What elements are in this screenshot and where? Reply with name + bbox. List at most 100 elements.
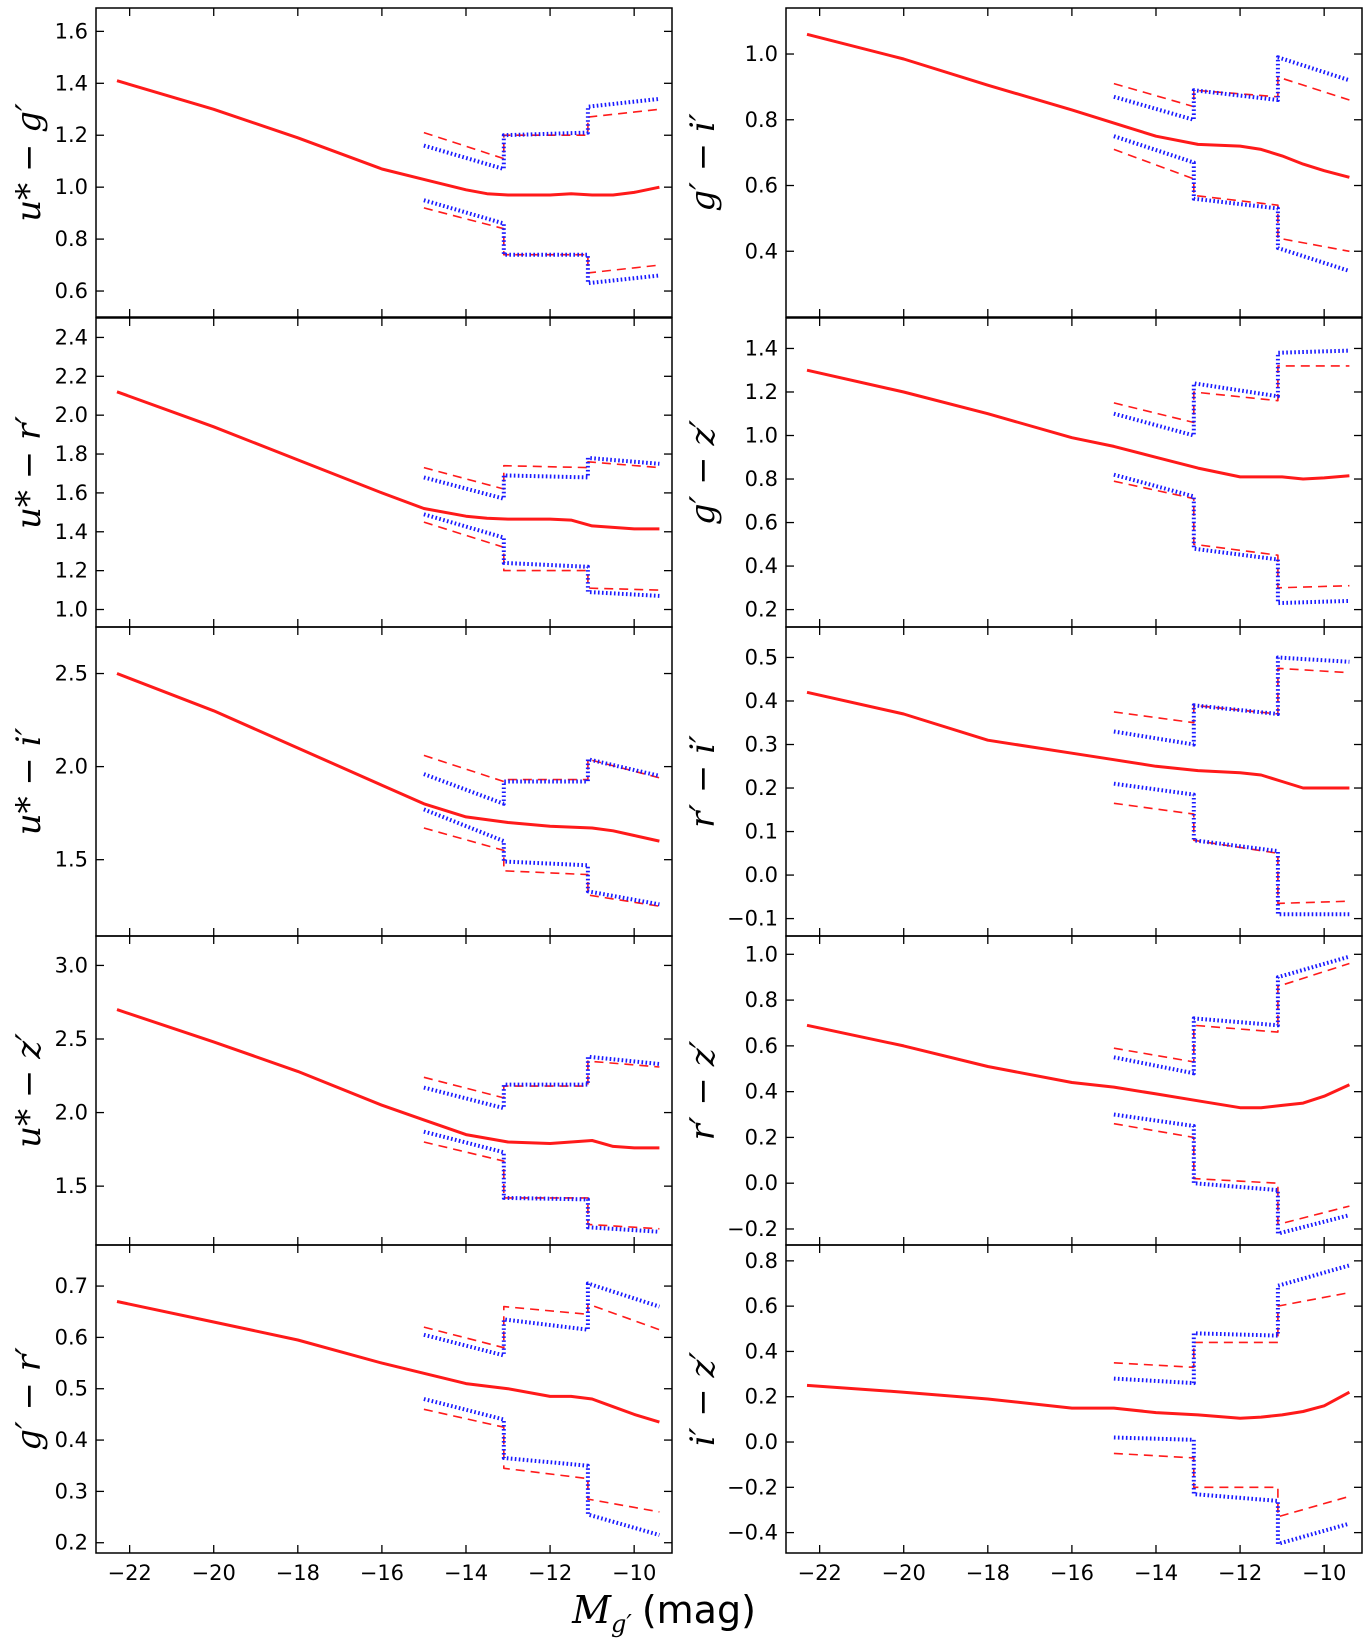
series-group (116, 390, 660, 598)
x-tick-label: −14 (1134, 1561, 1178, 1585)
series-line-dashed-red (423, 1408, 660, 1513)
x-tick-label: −10 (1302, 1561, 1346, 1585)
axes-frame (785, 626, 1363, 937)
x-tick-label: −18 (276, 1561, 320, 1585)
x-tick-label: −16 (1050, 1561, 1094, 1585)
y-axis-label: i′ − z′ (683, 1352, 723, 1447)
series-line-dotted-blue (423, 807, 660, 907)
y-tick-label: 1.4 (55, 520, 88, 544)
series-line-dashed-red (423, 827, 660, 907)
y-tick-label: −0.1 (727, 907, 778, 931)
y-tick-label: 0.8 (745, 1249, 778, 1273)
y-tick-label: 1.8 (55, 442, 88, 466)
series-line-dashed-red (1113, 802, 1350, 905)
x-tick-label: −16 (360, 1561, 404, 1585)
series-line-dashed-red (1113, 667, 1350, 724)
series-line-dashed-red (1113, 1122, 1350, 1226)
panel-1: 0.6 0.8 1.0 1.2 1.4 1.6 u* − g′ (9, 7, 673, 318)
series-line-dashed-red (423, 460, 660, 490)
series-line-dashed-red (423, 1141, 660, 1230)
series-line-dashed-red (423, 108, 660, 160)
panel-9: 0.2 0.3 0.4 0.5 0.6 0.7 −22 −20 −18 −16 −14 −12 −10 g… (9, 1244, 673, 1585)
y-tick-label: 0.2 (745, 1125, 778, 1149)
panel-7: 1.5 2.0 2.5 3.0 u* − z′ (9, 935, 673, 1246)
y-tick-label: 0.5 (745, 645, 778, 669)
y-tick-label: 2.4 (55, 325, 88, 349)
y-tick-label: 1.0 (55, 175, 88, 199)
y-tick-label: 1.0 (745, 942, 778, 966)
series-line-dotted-blue (1113, 954, 1350, 1076)
series-line-dashed-red (1113, 76, 1350, 108)
series-group (806, 954, 1351, 1236)
y-tick-label: 0.2 (745, 598, 778, 622)
series-line-dotted-blue (1113, 55, 1351, 122)
y-axis-label: u* − i′ (9, 727, 49, 835)
panel-4: 0.2 0.4 0.6 0.8 1.0 1.2 1.4 g′ − z′ (683, 317, 1363, 628)
y-tick-label: 0.6 (745, 1294, 778, 1318)
y-axis-label: g′ − i′ (683, 113, 723, 211)
y-tick-label: 0.3 (55, 1479, 88, 1503)
panel-2: 0.4 0.6 0.8 1.0 g′ − i′ (683, 7, 1363, 318)
y-tick-label: 0.0 (745, 1430, 778, 1454)
x-axis-label: Mg′ (mag) (571, 1588, 756, 1638)
y-tick-label: 0.6 (55, 1325, 88, 1349)
y-axis-label: u* − r′ (9, 416, 49, 529)
x-tick-label: −12 (1218, 1561, 1262, 1585)
y-tick-label: 0.0 (745, 863, 778, 887)
y-tick-label: 0.8 (745, 988, 778, 1012)
series-line-dotted-blue (1113, 472, 1350, 606)
x-tick-label: −12 (528, 1561, 572, 1585)
series-group (116, 672, 660, 907)
series-line-dotted-blue (1113, 655, 1350, 747)
y-axis-label: u* − g′ (9, 103, 49, 222)
y-tick-label: 0.8 (745, 108, 778, 132)
y-tick-label: 0.5 (55, 1377, 88, 1401)
series-line-dotted-blue (1113, 781, 1350, 917)
series-line-solid-red (806, 1023, 1351, 1110)
y-tick-label: −0.4 (727, 1521, 778, 1545)
series-line-dotted-blue (1113, 134, 1351, 273)
series-line-solid-red (806, 368, 1350, 481)
series-line-dotted-blue (1113, 348, 1350, 438)
y-axis-label: g′ − r′ (9, 1347, 49, 1451)
y-tick-label: 0.6 (745, 1034, 778, 1058)
y-axis-label: r′ − i′ (683, 735, 723, 828)
y-tick-label: 3.0 (55, 953, 88, 977)
x-tick-label: −10 (612, 1561, 656, 1585)
y-tick-label: 0.4 (745, 1339, 778, 1363)
y-tick-label: 2.5 (55, 1027, 88, 1051)
panels-group: 0.6 0.8 1.0 1.2 1.4 1.6 u* − g′ 0.4 0.6 0.8 1.0 g′ … (9, 7, 1363, 1585)
y-tick-label: 1.2 (55, 559, 88, 583)
axes-frame (785, 317, 1363, 628)
x-tick-label: −20 (882, 1561, 926, 1585)
series-line-dotted-blue (1113, 1112, 1350, 1236)
series-line-dotted-blue (423, 1281, 661, 1358)
y-tick-label: −0.2 (727, 1475, 778, 1499)
series-line-solid-red (116, 672, 660, 843)
y-tick-label: 1.0 (55, 598, 88, 622)
y-tick-label: 0.2 (745, 776, 778, 800)
y-tick-label: 0.6 (55, 279, 88, 303)
series-line-dashed-red (423, 521, 660, 591)
axes-frame (785, 935, 1363, 1246)
series-line-dashed-red (1113, 148, 1350, 253)
series-group (116, 79, 660, 286)
series-line-solid-red (116, 1300, 660, 1424)
series-line-dashed-red (1113, 365, 1350, 424)
panel-10: −0.4 −0.2 0.0 0.2 0.4 0.6 0.8 −22 −20 −18 −16 −14 −1… (683, 1244, 1363, 1585)
panel-8: −0.2 0.0 0.2 0.4 0.6 0.8 1.0 r′ − z′ (683, 935, 1363, 1246)
panel-5: 1.5 2.0 2.5 u* − i′ (9, 626, 673, 937)
y-tick-label: 0.2 (745, 1385, 778, 1409)
series-line-dotted-blue (423, 1129, 660, 1234)
series-line-dashed-red (423, 1060, 660, 1099)
x-tick-label: −22 (107, 1561, 151, 1585)
y-tick-label: 0.4 (745, 554, 778, 578)
axes-frame (95, 1244, 673, 1554)
y-tick-label: 0.4 (55, 1428, 88, 1452)
y-tick-label: 0.6 (745, 511, 778, 535)
y-tick-label: 1.5 (55, 848, 88, 872)
series-line-dotted-blue (1113, 1263, 1350, 1386)
y-tick-label: 1.0 (745, 42, 778, 66)
y-tick-label: 1.0 (745, 424, 778, 448)
